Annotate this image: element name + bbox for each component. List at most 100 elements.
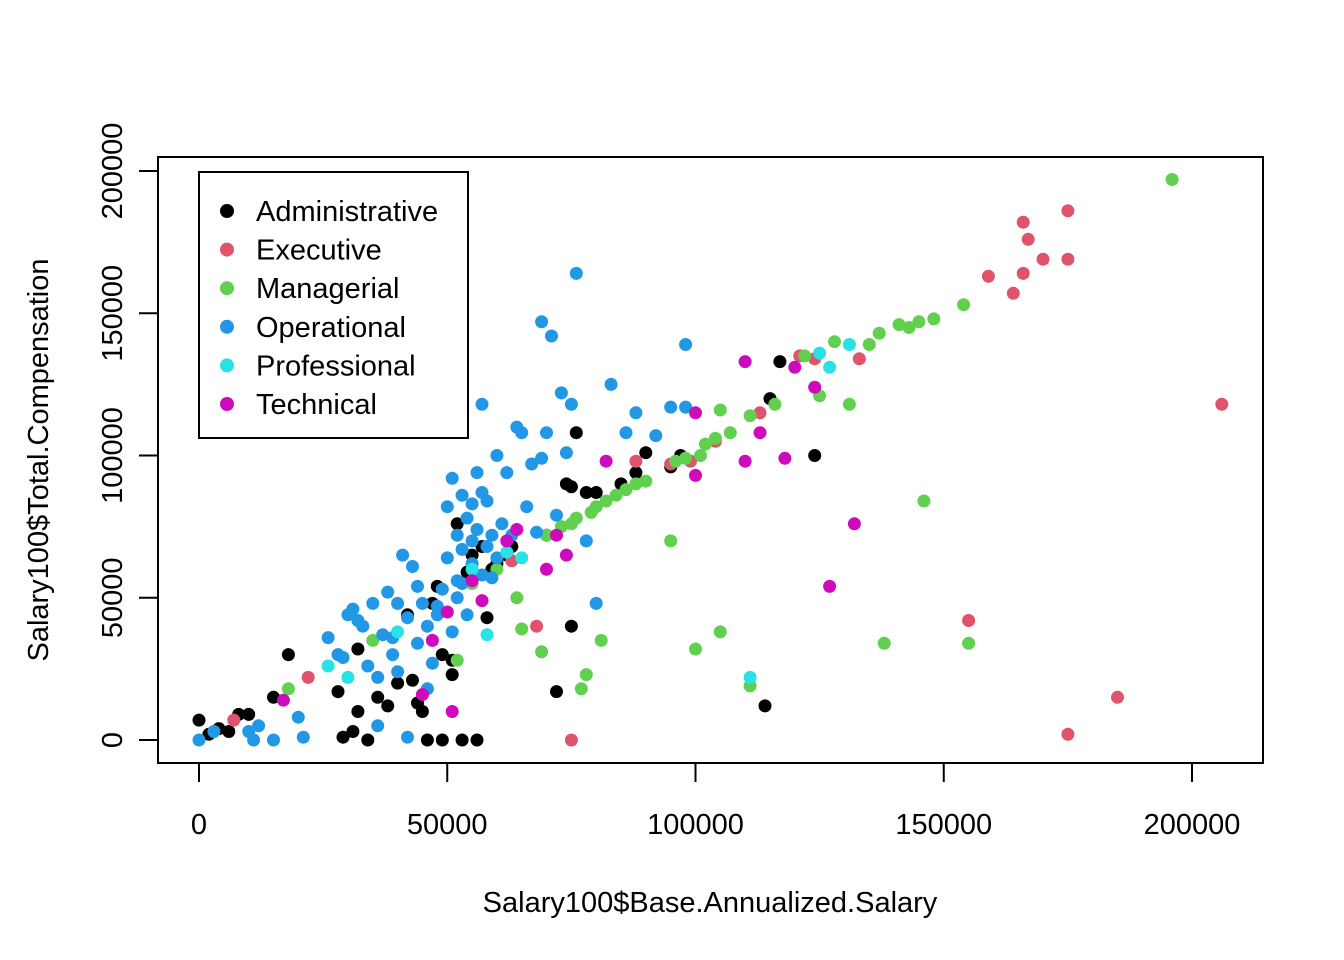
data-point-administrative xyxy=(435,733,449,747)
data-point-professional xyxy=(515,551,529,565)
data-point-operational xyxy=(485,571,499,585)
x-tick-label: 200000 xyxy=(1144,809,1241,841)
data-point-operational xyxy=(411,636,424,650)
data-point-professional xyxy=(500,545,514,559)
data-point-executive xyxy=(301,670,315,684)
data-point-managerial xyxy=(1165,173,1179,186)
data-point-operational xyxy=(679,400,693,414)
data-point-technical xyxy=(559,548,573,562)
data-point-operational xyxy=(554,386,568,400)
data-point-administrative xyxy=(192,713,206,727)
data-point-administrative xyxy=(331,685,345,699)
data-point-technical xyxy=(550,528,563,542)
data-point-administrative xyxy=(371,690,385,704)
data-point-executive xyxy=(962,614,976,627)
data-point-administrative xyxy=(455,733,469,747)
data-point-managerial xyxy=(798,349,812,363)
data-point-operational xyxy=(475,486,489,499)
data-point-operational xyxy=(525,457,539,471)
data-point-operational xyxy=(371,719,385,733)
data-point-operational xyxy=(515,426,529,440)
data-point-operational xyxy=(420,619,434,633)
data-point-technical xyxy=(847,517,861,531)
data-point-operational xyxy=(391,596,405,610)
data-point-technical xyxy=(753,426,767,440)
data-point-administrative xyxy=(420,733,434,747)
data-point-administrative xyxy=(281,648,295,662)
data-point-administrative xyxy=(639,446,653,460)
data-point-professional xyxy=(321,659,335,673)
legend-label: Managerial xyxy=(256,273,399,305)
data-point-administrative xyxy=(470,733,484,747)
data-point-operational xyxy=(530,525,544,539)
data-point-executive xyxy=(1061,204,1075,218)
data-point-professional xyxy=(341,670,355,684)
data-point-operational xyxy=(485,528,499,542)
x-tick-label: 50000 xyxy=(407,809,488,841)
data-point-operational xyxy=(649,429,663,443)
data-point-technical xyxy=(500,534,514,548)
data-point-managerial xyxy=(669,454,683,468)
data-point-operational xyxy=(475,397,489,411)
data-point-managerial xyxy=(629,477,643,491)
data-point-managerial xyxy=(957,298,971,312)
data-point-operational xyxy=(356,619,370,633)
legend-marker-technical xyxy=(220,397,234,411)
legend-label: Operational xyxy=(256,312,406,344)
data-point-managerial xyxy=(912,315,926,329)
data-point-administrative xyxy=(450,517,464,531)
data-point-managerial xyxy=(535,645,549,659)
data-point-operational xyxy=(267,733,280,747)
y-tick-label: 200000 xyxy=(97,123,129,220)
data-point-operational xyxy=(366,596,380,610)
data-point-executive xyxy=(1016,215,1030,229)
data-point-operational xyxy=(252,719,266,733)
x-tick-label: 150000 xyxy=(895,809,992,841)
data-point-operational xyxy=(425,656,439,670)
data-point-managerial xyxy=(579,668,593,682)
data-point-administrative xyxy=(222,725,236,738)
data-point-operational xyxy=(192,733,206,747)
y-tick-label: 0 xyxy=(97,732,129,748)
legend-marker-executive xyxy=(220,242,234,257)
data-point-operational xyxy=(629,406,643,420)
data-point-operational xyxy=(455,542,469,556)
data-point-managerial xyxy=(872,326,886,340)
data-point-operational xyxy=(465,497,479,511)
data-point-operational xyxy=(445,471,459,485)
data-point-technical xyxy=(599,454,613,468)
data-point-professional xyxy=(465,562,479,576)
data-point-managerial xyxy=(708,431,722,445)
data-point-managerial xyxy=(723,426,737,440)
data-point-administrative xyxy=(381,699,395,713)
data-point-administrative xyxy=(242,707,256,721)
data-point-technical xyxy=(738,355,752,369)
data-point-operational xyxy=(455,577,469,590)
data-point-technical xyxy=(808,380,822,394)
data-point-administrative xyxy=(445,668,459,682)
data-point-administrative xyxy=(480,611,494,625)
data-point-professional xyxy=(743,670,757,684)
data-point-operational xyxy=(664,400,678,414)
data-point-executive xyxy=(981,269,995,283)
legend: Administrative Executive Managerial Operati… xyxy=(198,171,469,439)
y-tick-label: 100000 xyxy=(97,407,129,504)
data-point-technical xyxy=(425,633,439,647)
data-point-technical xyxy=(276,693,290,707)
data-point-managerial xyxy=(664,534,678,548)
legend-box xyxy=(198,171,469,439)
data-point-managerial xyxy=(862,338,876,351)
legend-marker-managerial xyxy=(220,281,234,296)
data-point-technical xyxy=(465,574,479,588)
legend-marker-administrative xyxy=(220,204,234,218)
data-point-technical xyxy=(475,594,489,608)
data-point-administrative xyxy=(435,648,449,662)
data-point-operational xyxy=(411,579,424,593)
data-point-operational xyxy=(401,730,414,744)
data-point-managerial xyxy=(768,397,782,411)
data-point-professional xyxy=(813,346,827,360)
data-point-administrative xyxy=(564,480,578,494)
data-point-managerial xyxy=(281,682,295,696)
data-point-professional xyxy=(480,628,494,642)
data-point-operational xyxy=(475,568,489,582)
